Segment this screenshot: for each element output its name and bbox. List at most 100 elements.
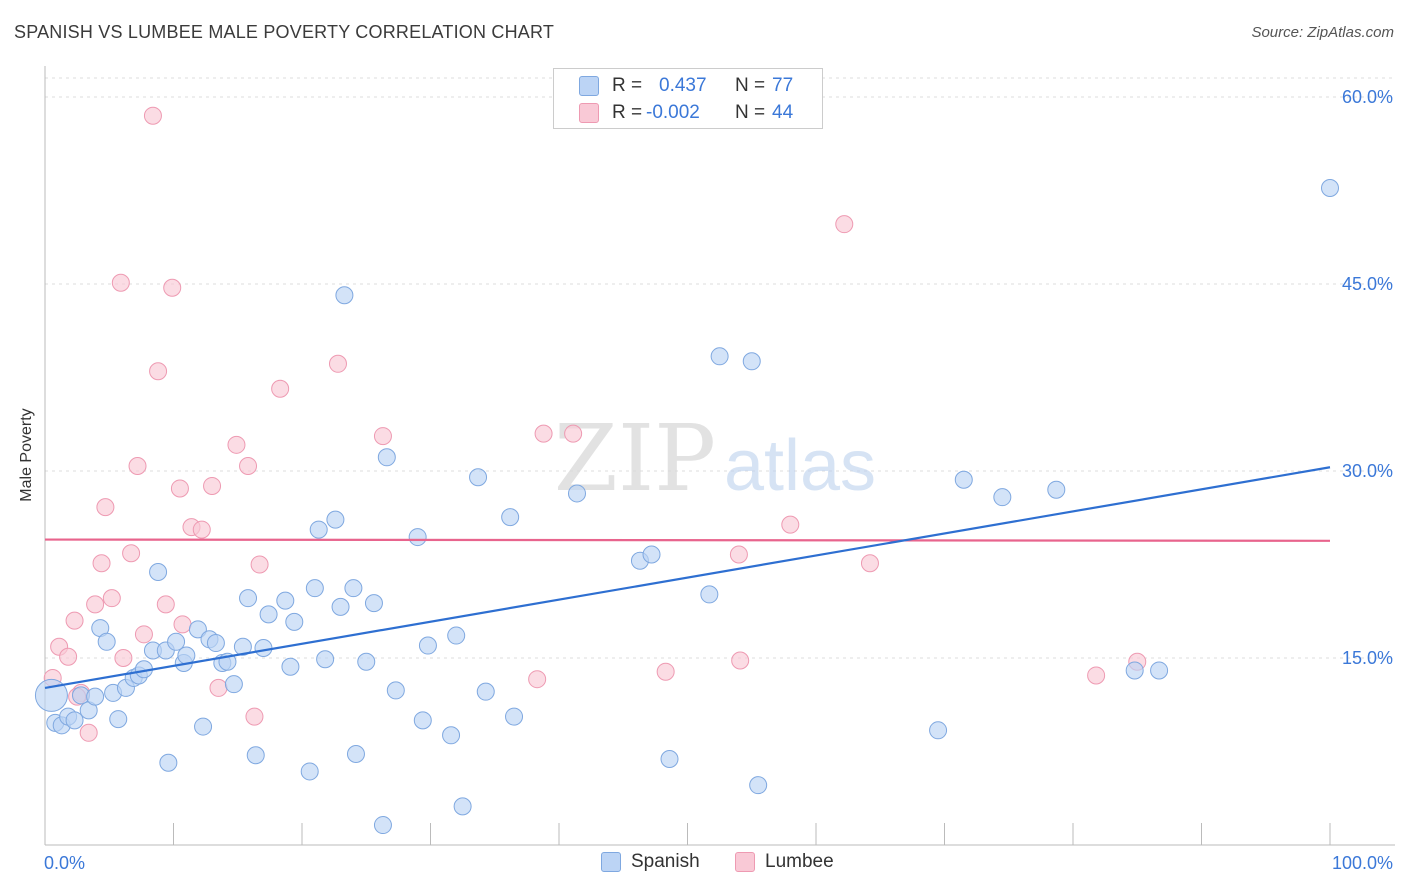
lumbee-point [209,678,228,697]
y-tick-label: 15.0% [1342,648,1393,668]
chart-title: SPANISH VS LUMBEE MALE POVERTY CORRELATI… [14,22,555,42]
lumbee-point [96,498,115,517]
lumbee-point [227,435,246,454]
spanish-point [660,749,679,768]
spanish-point [300,762,319,781]
lumbee-point [1087,666,1106,685]
axes-layer [44,66,1395,846]
spanish-point [97,632,116,651]
lumbee-point [114,649,133,667]
spanish-point [239,589,258,608]
spanish-points [34,179,1339,835]
legend-r-value: 0.437 [659,75,707,96]
spanish-point [993,488,1012,507]
legend-item-spanish[interactable]: Spanish [601,851,700,873]
spanish-point [413,711,432,730]
spanish-point [954,470,973,489]
lumbee-point [170,479,189,498]
x-tick-label-min: 0.0% [44,853,85,873]
spanish-point [177,646,196,665]
lumbee-point [149,362,168,381]
lumbee-point [192,520,211,539]
lumbee-point [122,544,141,563]
lumbee-swatch-icon [735,852,755,872]
spanish-point [418,636,437,655]
spanish-point [194,717,213,736]
lumbee-point [79,723,98,742]
lumbee-point [65,611,84,630]
lumbee-point [102,589,121,608]
spanish-point [224,675,243,694]
lumbee-point [143,106,162,125]
lumbee-point [328,354,347,373]
lumbee-point [128,457,147,476]
spanish-point [567,484,586,503]
legend-label-lumbee: Lumbee [765,851,834,872]
lumbee-point [134,625,153,644]
legend-r-value: -0.002 [646,102,700,123]
spanish-point [700,585,719,604]
spanish-point [305,579,324,598]
spanish-point [447,626,466,645]
y-tick-label: 45.0% [1342,274,1393,294]
spanish-point [335,286,354,305]
lumbee-point [250,555,269,574]
spanish-point [149,562,168,581]
spanish-point [344,579,363,598]
spanish-point [929,721,948,740]
lumbee-point [835,215,854,234]
lumbee-point [92,554,111,573]
spanish-point [364,594,383,613]
legend-n-label: N = [735,75,766,96]
spanish-point [408,528,427,547]
lumbee-point [203,476,222,495]
tick-labels: 15.0% 30.0% 45.0% 60.0% 0.0% 100.0% [44,87,1393,873]
spanish-point [246,746,265,765]
spanish-point [377,448,396,467]
lumbee-trend-line [44,538,1331,542]
spanish-swatch-icon [579,76,599,96]
spanish-point [442,726,461,745]
y-tick-label: 60.0% [1342,87,1393,107]
lumbee-point [564,424,583,443]
spanish-point [331,597,350,616]
legend-r-label: R = [612,102,643,123]
lumbee-point [528,670,547,689]
spanish-point [309,520,328,539]
lumbee-point [239,457,258,476]
spanish-point [285,612,304,631]
spanish-point [254,639,273,658]
legend-r-label: R = [612,75,643,96]
spanish-point [34,678,68,712]
lumbee-point [373,427,392,446]
series-legend: Spanish Lumbee [0,851,1406,879]
spanish-point [710,347,729,366]
lumbee-point [656,662,675,681]
spanish-point [276,591,295,610]
spanish-point [642,545,661,564]
x-tick-label-max: 100.0% [1332,853,1393,873]
legend-row-lumbee: R = -0.002 N = 44 [554,100,822,126]
spanish-point [1125,661,1144,680]
lumbee-point [156,595,175,614]
lumbee-point [781,515,800,534]
legend-n-label: N = [735,102,766,123]
spanish-point [357,652,376,671]
spanish-point [159,753,178,772]
source-label: Source: ZipAtlas.com [1251,24,1394,41]
lumbee-point [245,707,264,726]
lumbee-point [729,545,748,564]
spanish-point [259,605,278,624]
lumbee-point [271,379,290,398]
legend-item-lumbee[interactable]: Lumbee [735,851,834,873]
spanish-point [86,687,105,706]
spanish-point [206,634,225,653]
spanish-point [233,637,252,656]
lumbee-point [534,424,553,443]
spanish-point [1047,480,1066,499]
spanish-point [167,632,186,651]
spanish-point [1321,179,1339,198]
lumbee-point [59,647,78,666]
y-tick-label: 30.0% [1342,461,1393,481]
